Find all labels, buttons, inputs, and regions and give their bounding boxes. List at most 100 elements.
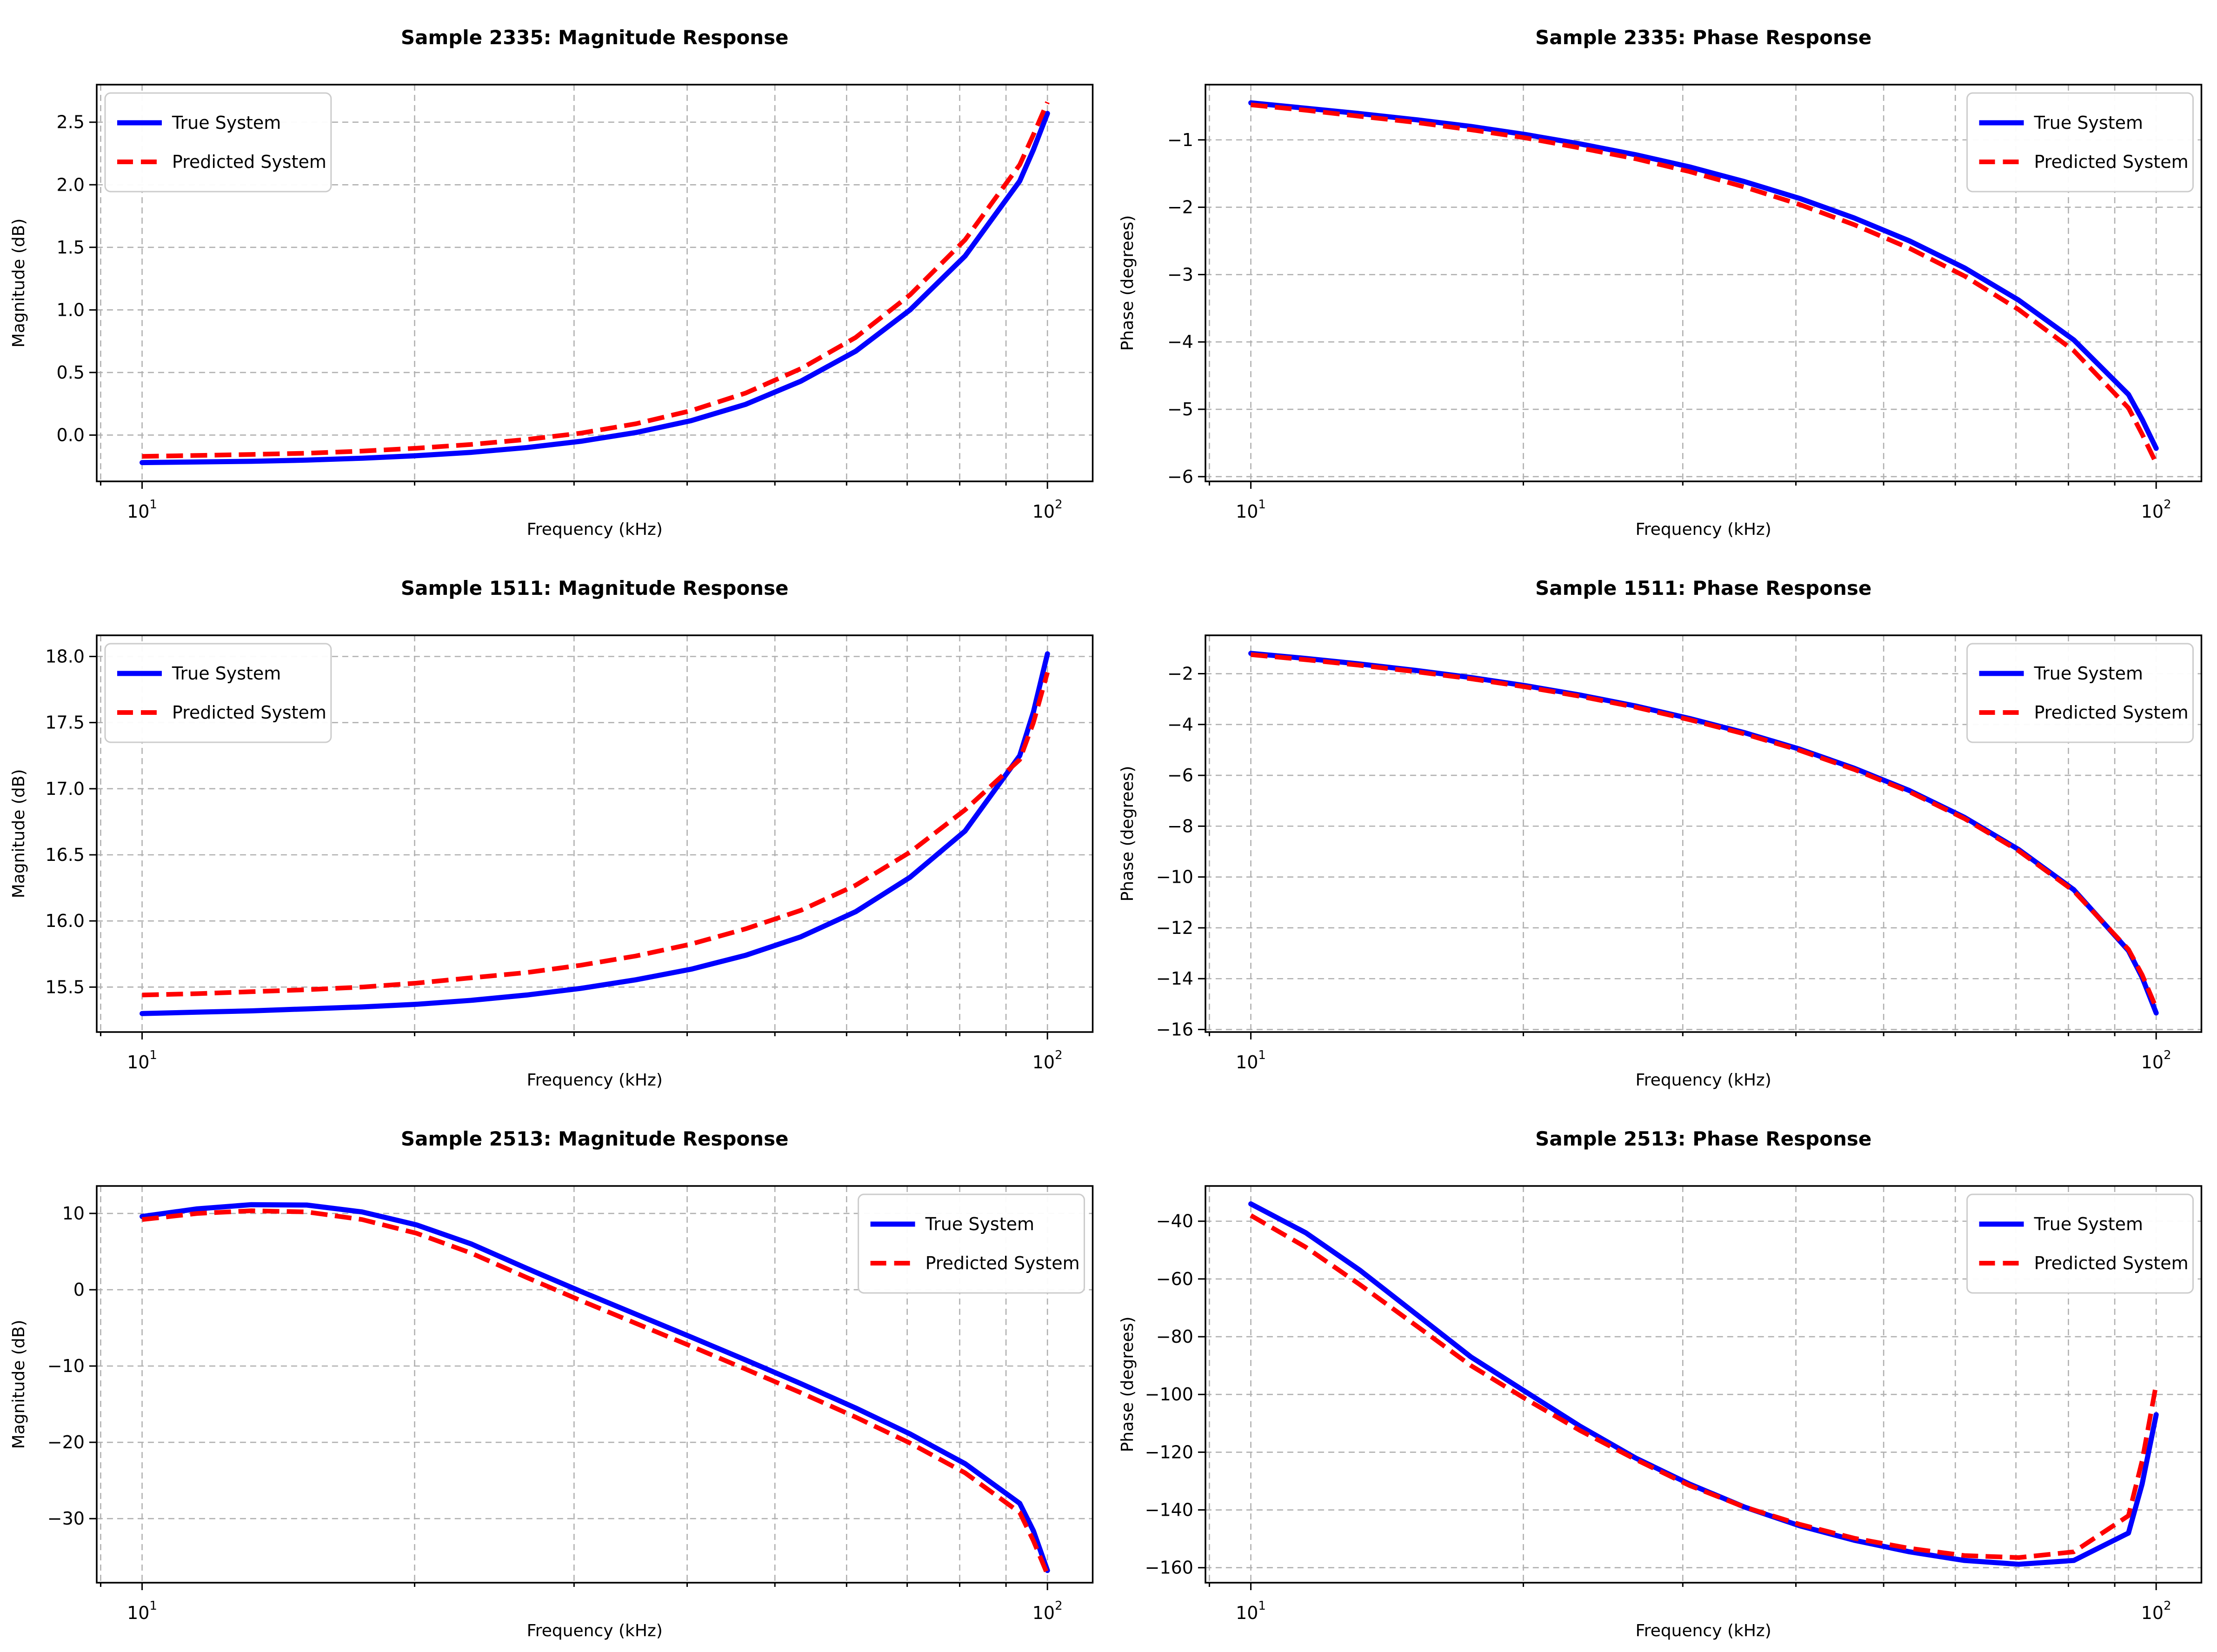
chart-title: Sample 2513: Phase Response xyxy=(1535,1127,1871,1150)
tick-labels: 101 102 −2 −4 −6 −8 −10 −12 −14 −16 xyxy=(1156,664,2171,1072)
axes-frame xyxy=(1204,634,2202,1033)
y-tick-label: 10 xyxy=(62,1203,85,1224)
grid-lines xyxy=(1205,635,2202,1032)
y-tick-label: −16 xyxy=(1156,1019,1193,1040)
legend-label-predicted-system: Predicted System xyxy=(2034,1253,2188,1273)
y-tick-label: −4 xyxy=(1167,332,1193,352)
legend-label-predicted-system: Predicted System xyxy=(172,152,326,172)
legend: True System Predicted System xyxy=(1966,1193,2194,1294)
series-true-system xyxy=(1248,651,2159,1016)
series-predicted-system xyxy=(1250,102,2158,465)
x-tick-label: 102 xyxy=(1032,1048,1063,1072)
x-tick-label: 101 xyxy=(1236,498,1266,522)
subplot-2513-phase: 101 102 −40 −60 −80 −100 −120 −140 −160 True Syst… xyxy=(1109,1101,2217,1652)
series-true-system xyxy=(140,651,1050,1016)
subplot-2335-phase: 101 102 −1 −2 −3 −4 −5 −6 True System Predicted S… xyxy=(1109,0,2217,551)
y-tick-label: −120 xyxy=(1145,1442,1193,1462)
legend-box xyxy=(1966,643,2194,743)
series-true-system xyxy=(140,1202,1050,1573)
y-tick-label: 0.5 xyxy=(57,362,85,383)
chart-title: Sample 2335: Magnitude Response xyxy=(401,26,789,49)
y-axis-label: Phase (degrees) xyxy=(1118,1317,1137,1452)
series-true-system xyxy=(1248,1201,2159,1567)
chart-title: Sample 1511: Magnitude Response xyxy=(401,577,789,600)
legend-box xyxy=(104,643,332,743)
legend-label-true-system: True System xyxy=(2033,1214,2143,1234)
y-tick-label: −6 xyxy=(1167,765,1193,786)
series-predicted-system xyxy=(142,101,1050,459)
magnitude-chart-2513: 101 102 10 0 −10 −20 −30 True System Predicted S… xyxy=(9,1127,1094,1640)
phase-chart-2513: 101 102 −40 −60 −80 −100 −120 −140 −160 True Syst… xyxy=(1118,1127,2202,1640)
y-axis-label: Phase (degrees) xyxy=(1118,215,1137,351)
y-tick-label: 17.5 xyxy=(45,713,85,733)
y-tick-label: 2.0 xyxy=(57,174,85,195)
y-tick-label: 18.0 xyxy=(45,646,85,666)
axis-ticks xyxy=(1198,139,2157,489)
series-true-system xyxy=(1248,100,2159,451)
legend: True System Predicted System xyxy=(104,643,332,743)
x-tick-label: 102 xyxy=(2141,498,2171,522)
y-tick-label: −5 xyxy=(1167,399,1193,420)
axes-frame xyxy=(96,1185,1094,1584)
y-tick-label: −10 xyxy=(1156,867,1193,887)
tick-labels: 101 102 15.5 16.0 16.5 17.0 17.5 18.0 xyxy=(45,646,1062,1072)
y-tick-label: 0 xyxy=(73,1279,85,1300)
x-axis-label: Frequency (kHz) xyxy=(1635,520,1771,539)
x-tick-label: 102 xyxy=(1032,1599,1063,1623)
y-tick-label: 16.0 xyxy=(45,911,85,931)
y-tick-label: −60 xyxy=(1156,1269,1193,1289)
y-tick-label: −100 xyxy=(1145,1384,1193,1405)
y-axis-label: Magnitude (dB) xyxy=(9,769,28,899)
tick-labels: 101 102 −1 −2 −3 −4 −5 −6 xyxy=(1167,130,2171,522)
y-tick-label: 0.0 xyxy=(57,425,85,445)
legend-label-true-system: True System xyxy=(172,113,281,133)
chart-title: Sample 2513: Magnitude Response xyxy=(401,1127,789,1150)
x-axis-label: Frequency (kHz) xyxy=(527,520,663,539)
legend-label-true-system: True System xyxy=(172,663,281,684)
magnitude-chart-1511: 101 102 15.5 16.0 16.5 17.0 17.5 18.0 True Syste… xyxy=(9,577,1094,1090)
y-tick-label: 17.0 xyxy=(45,779,85,799)
y-axis-label: Magnitude (dB) xyxy=(9,219,28,348)
y-tick-label: −1 xyxy=(1167,130,1193,150)
y-tick-label: 15.5 xyxy=(45,977,85,997)
legend-label-predicted-system: Predicted System xyxy=(172,702,326,723)
y-tick-label: 2.5 xyxy=(57,112,85,133)
legend-label-true-system: True System xyxy=(2033,113,2143,133)
y-tick-label: −6 xyxy=(1167,466,1193,487)
x-tick-label: 101 xyxy=(127,498,157,522)
y-tick-label: −2 xyxy=(1167,197,1193,218)
y-tick-label: −8 xyxy=(1167,816,1193,836)
axes-frame xyxy=(1204,1185,2202,1584)
series-predicted-system xyxy=(1249,1213,2158,1560)
axis-ticks xyxy=(1198,673,2157,1039)
x-axis-label: Frequency (kHz) xyxy=(1635,1621,1771,1640)
legend-label-true-system: True System xyxy=(925,1214,1034,1234)
axis-ticks xyxy=(1198,1220,2157,1590)
axis-ticks xyxy=(89,1212,1048,1590)
y-tick-label: −30 xyxy=(47,1508,85,1529)
y-tick-label: 1.0 xyxy=(57,300,85,320)
y-tick-label: −80 xyxy=(1156,1326,1193,1347)
y-tick-label: −140 xyxy=(1145,1500,1193,1520)
subplot-2335-magnitude: 101 102 0.0 0.5 1.0 1.5 2.0 2.5 True System Predi… xyxy=(0,0,1109,551)
legend: True System Predicted System xyxy=(1966,643,2194,743)
x-tick-label: 101 xyxy=(127,1048,157,1072)
chart-title: Sample 1511: Phase Response xyxy=(1535,577,1871,600)
axes-frame xyxy=(96,84,1094,482)
axis-ticks xyxy=(89,121,1048,489)
phase-chart-2335: 101 102 −1 −2 −3 −4 −5 −6 True System Predicted S… xyxy=(1118,26,2202,539)
y-tick-label: −10 xyxy=(47,1356,85,1376)
series-true-system xyxy=(140,111,1050,466)
y-tick-label: −4 xyxy=(1167,714,1193,735)
x-tick-label: 101 xyxy=(127,1599,157,1623)
y-tick-label: −3 xyxy=(1167,264,1193,285)
legend-box xyxy=(1966,92,2194,193)
y-tick-label: −12 xyxy=(1156,918,1193,938)
axes-frame xyxy=(1204,84,2202,482)
legend-box xyxy=(104,92,332,193)
y-axis-label: Phase (degrees) xyxy=(1118,766,1137,902)
series-predicted-system xyxy=(142,672,1050,998)
x-axis-label: Frequency (kHz) xyxy=(527,1621,663,1640)
y-tick-label: 1.5 xyxy=(57,237,85,258)
